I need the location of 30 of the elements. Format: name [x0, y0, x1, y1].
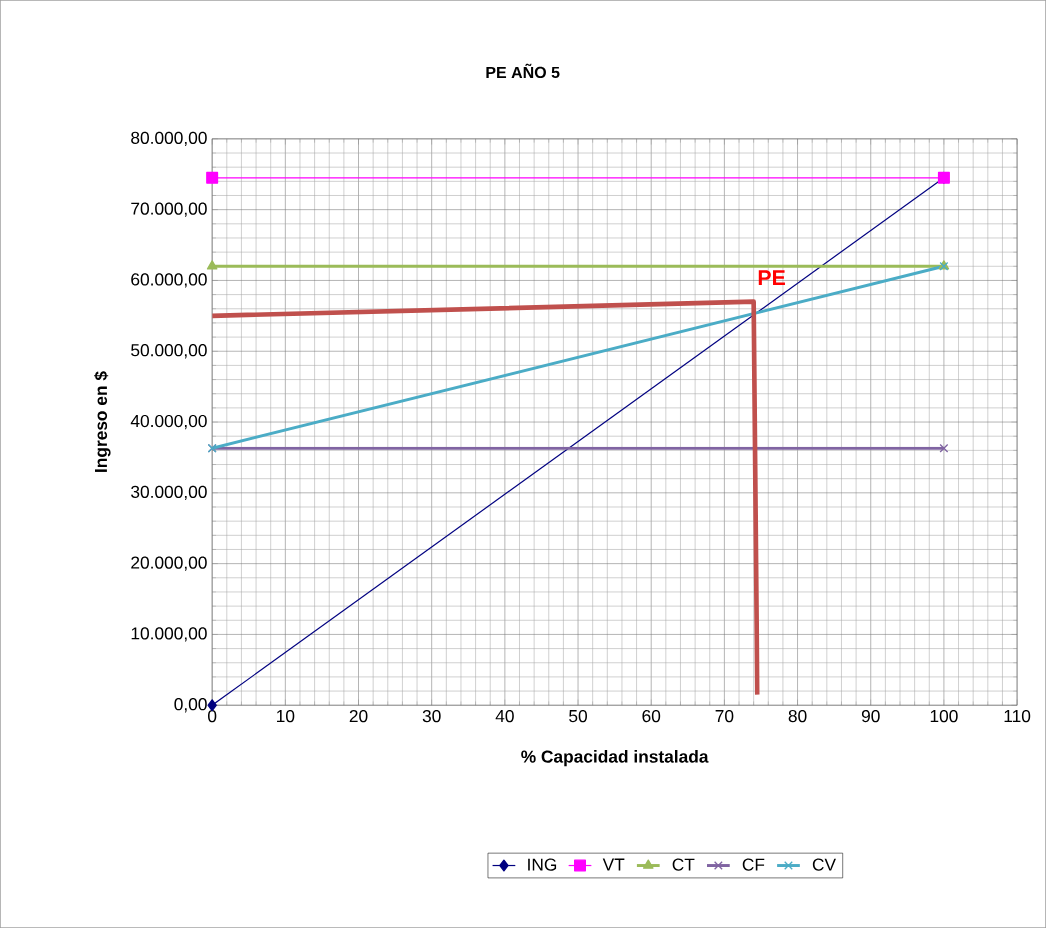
y-tick-label: 10.000,00	[131, 627, 207, 642]
legend-label: CT	[672, 858, 695, 871]
legend-label: CF	[742, 858, 765, 871]
y-tick-label: 20.000,00	[131, 556, 207, 571]
x-tick-label: 60	[642, 709, 661, 723]
x-tick-label: 30	[422, 709, 441, 723]
y-axis-title: Ingreso en $	[94, 371, 111, 472]
x-tick-label: 80	[788, 709, 807, 723]
x-tick-label: 90	[861, 709, 880, 723]
chart-title: PE AÑO 5	[486, 63, 560, 79]
x-tick-label: 0	[208, 709, 217, 723]
y-tick-label: 70.000,00	[131, 202, 207, 217]
x-tick-label: 50	[569, 709, 587, 723]
legend-label: VT	[602, 858, 625, 871]
legend-label: CV	[812, 858, 836, 871]
x-tick-label: 100	[930, 709, 958, 723]
y-tick-label: 30.000,00	[131, 485, 207, 500]
x-tick-label: 20	[349, 709, 368, 723]
annotation: PE	[758, 270, 785, 285]
y-tick-label: 60.000,00	[131, 273, 207, 288]
legend-label: ING	[528, 858, 557, 871]
x-axis-title: % Capacidad instalada	[521, 749, 709, 767]
y-tick-label: 0,00	[174, 698, 207, 713]
x-tick-label: 10	[277, 709, 295, 723]
x-tick-label: 110	[1004, 709, 1031, 723]
x-tick-label: 70	[715, 709, 734, 723]
y-tick-label: 40.000,00	[130, 414, 207, 430]
x-tick-label: 40	[495, 709, 514, 723]
y-tick-label: 50.000,00	[131, 344, 207, 359]
y-tick-label: 80.000,00	[131, 131, 207, 146]
